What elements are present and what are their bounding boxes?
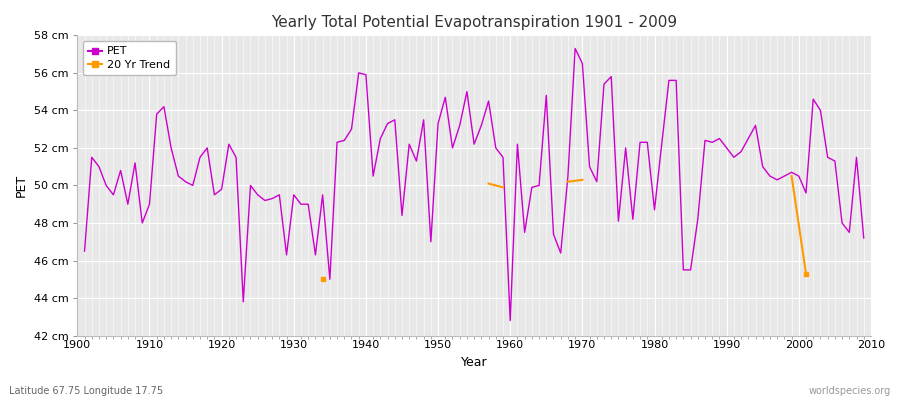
Text: worldspecies.org: worldspecies.org	[809, 386, 891, 396]
PET	[339, 138, 350, 143]
PET	[505, 318, 516, 323]
Line: PET: PET	[85, 48, 864, 320]
PET	[570, 46, 580, 51]
PET	[859, 236, 869, 240]
Title: Yearly Total Potential Evapotranspiration 1901 - 2009: Yearly Total Potential Evapotranspiratio…	[271, 15, 677, 30]
PET	[606, 74, 616, 79]
Legend: PET, 20 Yr Trend: PET, 20 Yr Trend	[83, 41, 176, 75]
PET	[79, 249, 90, 254]
PET	[137, 220, 148, 225]
PET	[295, 202, 306, 207]
Y-axis label: PET: PET	[15, 174, 28, 197]
PET	[512, 142, 523, 146]
Text: Latitude 67.75 Longitude 17.75: Latitude 67.75 Longitude 17.75	[9, 386, 163, 396]
X-axis label: Year: Year	[461, 356, 488, 369]
PET	[498, 155, 508, 160]
